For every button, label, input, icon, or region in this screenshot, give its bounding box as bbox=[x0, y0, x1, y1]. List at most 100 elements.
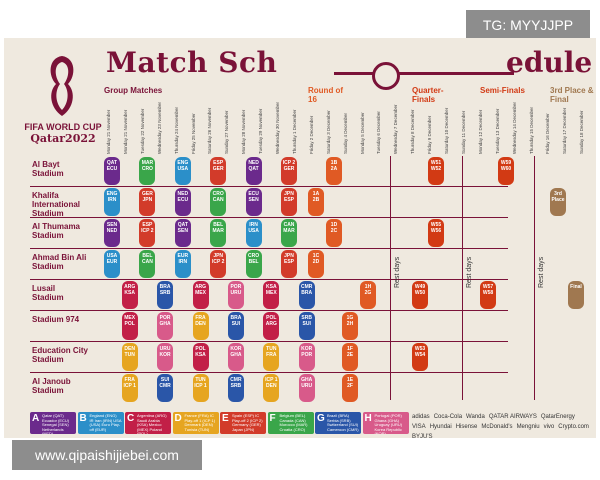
match-card[interactable]: MEX POL bbox=[121, 312, 138, 340]
knockout-card[interactable]: 1E 2F bbox=[342, 374, 358, 402]
match-card[interactable]: ICP 1 DEN bbox=[263, 374, 280, 402]
match-card[interactable]: POL ARG bbox=[263, 312, 280, 340]
match-card[interactable]: GHA URU bbox=[298, 374, 315, 402]
knockout-card[interactable]: 3rd Place bbox=[550, 188, 566, 216]
date-label: Tuesday 6 December bbox=[376, 111, 382, 154]
date-label: Wednesday 23 November bbox=[156, 102, 162, 154]
match-card[interactable]: NED QAT bbox=[245, 157, 262, 185]
knockout-card[interactable]: W55 W56 bbox=[428, 219, 444, 247]
match-card[interactable]: ESP ICP 2 bbox=[139, 219, 156, 247]
knockout-card[interactable]: 1D 2C bbox=[326, 219, 342, 247]
rest-days-label: Rest days bbox=[466, 256, 473, 288]
match-card[interactable]: TUN FRA bbox=[263, 343, 280, 371]
match-card[interactable]: USA EUR bbox=[104, 250, 120, 278]
stadium-name: Al Janoub Stadium bbox=[32, 377, 71, 395]
match-card[interactable]: CMR SRB bbox=[227, 374, 244, 402]
match-card[interactable]: IRN USA bbox=[245, 219, 262, 247]
match-card[interactable]: POL KSA bbox=[192, 343, 209, 371]
match-card[interactable]: MAR CRO bbox=[139, 157, 156, 185]
knockout-card[interactable]: W49 W50 bbox=[412, 281, 428, 309]
match-card[interactable]: ARG KSA bbox=[121, 281, 138, 309]
match-card[interactable]: TUN ICP 1 bbox=[192, 374, 209, 402]
match-card[interactable]: SUI CMR bbox=[157, 374, 174, 402]
match-card[interactable]: ECU SEN bbox=[245, 188, 262, 216]
match-card[interactable]: URU KOR bbox=[157, 343, 174, 371]
match-card[interactable]: DEN TUN bbox=[121, 343, 138, 371]
match-card[interactable]: KSA MEX bbox=[263, 281, 280, 309]
match-card[interactable]: ICP 2 GER bbox=[281, 157, 297, 185]
match-card[interactable]: BRA SRB bbox=[157, 281, 174, 309]
match-schedule-poster: FIFA WORLD CUP Qatar2022 Match Sch edule… bbox=[4, 38, 596, 438]
match-card[interactable]: BEL CAN bbox=[139, 250, 156, 278]
date-label: Sunday 27 November bbox=[224, 110, 230, 154]
knockout-card[interactable]: W59 W60 bbox=[498, 157, 514, 185]
sponsor-logo: adidas bbox=[412, 414, 430, 420]
page-title-right: edule bbox=[506, 46, 593, 79]
match-card[interactable]: BEL MAR bbox=[210, 219, 227, 247]
date-label: Thursday 1 December bbox=[291, 109, 297, 154]
match-card[interactable]: CRO CAN bbox=[210, 188, 227, 216]
legend-group: E Spain (ESP) IC Play-off 2 (ICP 2) Germa… bbox=[220, 412, 266, 434]
match-card[interactable]: ARG MEX bbox=[192, 281, 209, 309]
match-card[interactable]: POR GHA bbox=[157, 312, 174, 340]
match-card[interactable]: JPN ESP bbox=[281, 250, 297, 278]
sponsor-logo: Wanda bbox=[466, 414, 485, 420]
date-label: Monday 5 December bbox=[359, 112, 365, 154]
date-label: Thursday 8 December bbox=[410, 109, 416, 154]
knockout-card[interactable]: 1A 2B bbox=[308, 188, 324, 216]
sponsor-logo: Hyundai bbox=[429, 424, 452, 430]
match-card[interactable]: KOR GHA bbox=[227, 343, 244, 371]
match-card[interactable]: ENG USA bbox=[174, 157, 191, 185]
match-card[interactable]: FRA DEN bbox=[192, 312, 209, 340]
match-card[interactable]: CRO BEL bbox=[245, 250, 262, 278]
date-label: Saturday 10 December bbox=[444, 107, 449, 154]
match-card[interactable]: KOR POR bbox=[298, 343, 315, 371]
match-card[interactable]: CAN MAR bbox=[281, 219, 297, 247]
match-card[interactable]: CMR BRA bbox=[298, 281, 315, 309]
match-card[interactable]: JPN ESP bbox=[281, 188, 297, 216]
date-label: Wednesday 14 December bbox=[511, 102, 517, 154]
rest-days-label: Rest days bbox=[538, 256, 545, 288]
football-icon bbox=[372, 62, 400, 90]
legend-group: G Brazil (BRA) Serbia (SRB) Switzerland (… bbox=[315, 412, 361, 434]
match-card[interactable]: FRA ICP 1 bbox=[121, 374, 138, 402]
match-card[interactable]: POR URU bbox=[227, 281, 244, 309]
sponsor-logo: Hisense bbox=[455, 424, 478, 430]
match-card[interactable]: JPN ICP 2 bbox=[210, 250, 227, 278]
legend-group: C Argentina (ARG) Saudi Arabia (KSA) Mexi… bbox=[125, 412, 171, 434]
match-card[interactable]: EUR IRN bbox=[174, 250, 191, 278]
match-card[interactable]: SEN NED bbox=[104, 219, 120, 247]
row-divider bbox=[30, 217, 508, 218]
section-group-matches: Group Matches bbox=[104, 86, 163, 95]
knockout-card[interactable]: Final bbox=[568, 281, 584, 309]
knockout-card[interactable]: 1H 2G bbox=[360, 281, 376, 309]
match-card[interactable]: GER JPN bbox=[139, 188, 156, 216]
knockout-card[interactable]: 1B 2A bbox=[326, 157, 342, 185]
knockout-card[interactable]: 1F 2E bbox=[342, 343, 358, 371]
knockout-card[interactable]: 1G 2H bbox=[342, 312, 358, 340]
section-3rd-place-final: 3rd Place & Final bbox=[550, 86, 594, 104]
match-card[interactable]: SRB SUI bbox=[298, 312, 315, 340]
match-card[interactable]: NED ECU bbox=[174, 188, 191, 216]
row-divider bbox=[30, 279, 508, 280]
rest-day-divider bbox=[390, 156, 391, 400]
match-card[interactable]: BRA SUI bbox=[227, 312, 244, 340]
match-card[interactable]: ENG IRN bbox=[104, 188, 120, 216]
date-label: Saturday 17 December bbox=[562, 107, 568, 154]
stadium-name: Education City Stadium bbox=[32, 346, 89, 364]
date-label: Thursday 24 November bbox=[173, 106, 179, 154]
date-label: Tuesday 13 December bbox=[494, 108, 500, 154]
match-card[interactable]: QAT ECU bbox=[104, 157, 120, 185]
knockout-card[interactable]: W57 W58 bbox=[480, 281, 496, 309]
stadium-name: Al Bayt Stadium bbox=[32, 160, 64, 178]
match-card[interactable]: ESP GER bbox=[210, 157, 227, 185]
date-label: Monday 21 November bbox=[122, 109, 128, 154]
knockout-card[interactable]: W51 W52 bbox=[428, 157, 444, 185]
sponsor-logo: vivo bbox=[543, 424, 555, 430]
knockout-card[interactable]: 1C 2D bbox=[308, 250, 324, 278]
stadium-name: Khalifa International Stadium bbox=[32, 191, 81, 218]
match-card[interactable]: QAT SEN bbox=[174, 219, 191, 247]
stadium-name: Stadium 974 bbox=[32, 315, 80, 324]
knockout-card[interactable]: W53 W54 bbox=[412, 343, 428, 371]
date-label: Monday 28 November bbox=[241, 109, 247, 154]
